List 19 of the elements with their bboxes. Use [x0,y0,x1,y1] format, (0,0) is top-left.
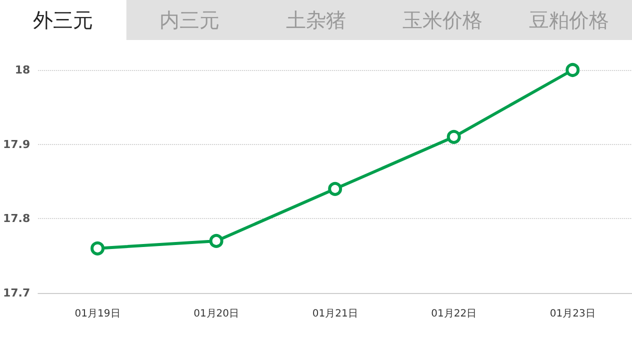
point [209,234,224,248]
x-tick-label: 01月22日 [431,308,477,320]
text: 玉米价格 [402,8,482,32]
x-tick-label: 01月20日 [194,308,240,320]
x-tick-label: 01月21日 [312,308,358,320]
x-tick-label: 01月19日 [74,308,120,320]
point [566,63,580,77]
chart-title: 外三元 [33,8,94,32]
point [90,241,105,256]
y-tick-label: 18 [14,64,30,76]
text: 内三元 [160,8,220,32]
point [328,182,342,196]
x-tick-label: 01月23日 [550,308,596,320]
y-tick-label: 17.8 [3,212,30,226]
y-tick-label: 17.9 [3,138,30,151]
text: 土杂猪 [286,8,346,32]
text: 豆粕价格 [528,8,609,32]
point [446,130,461,144]
y-tick-label: 17.7 [3,286,30,300]
